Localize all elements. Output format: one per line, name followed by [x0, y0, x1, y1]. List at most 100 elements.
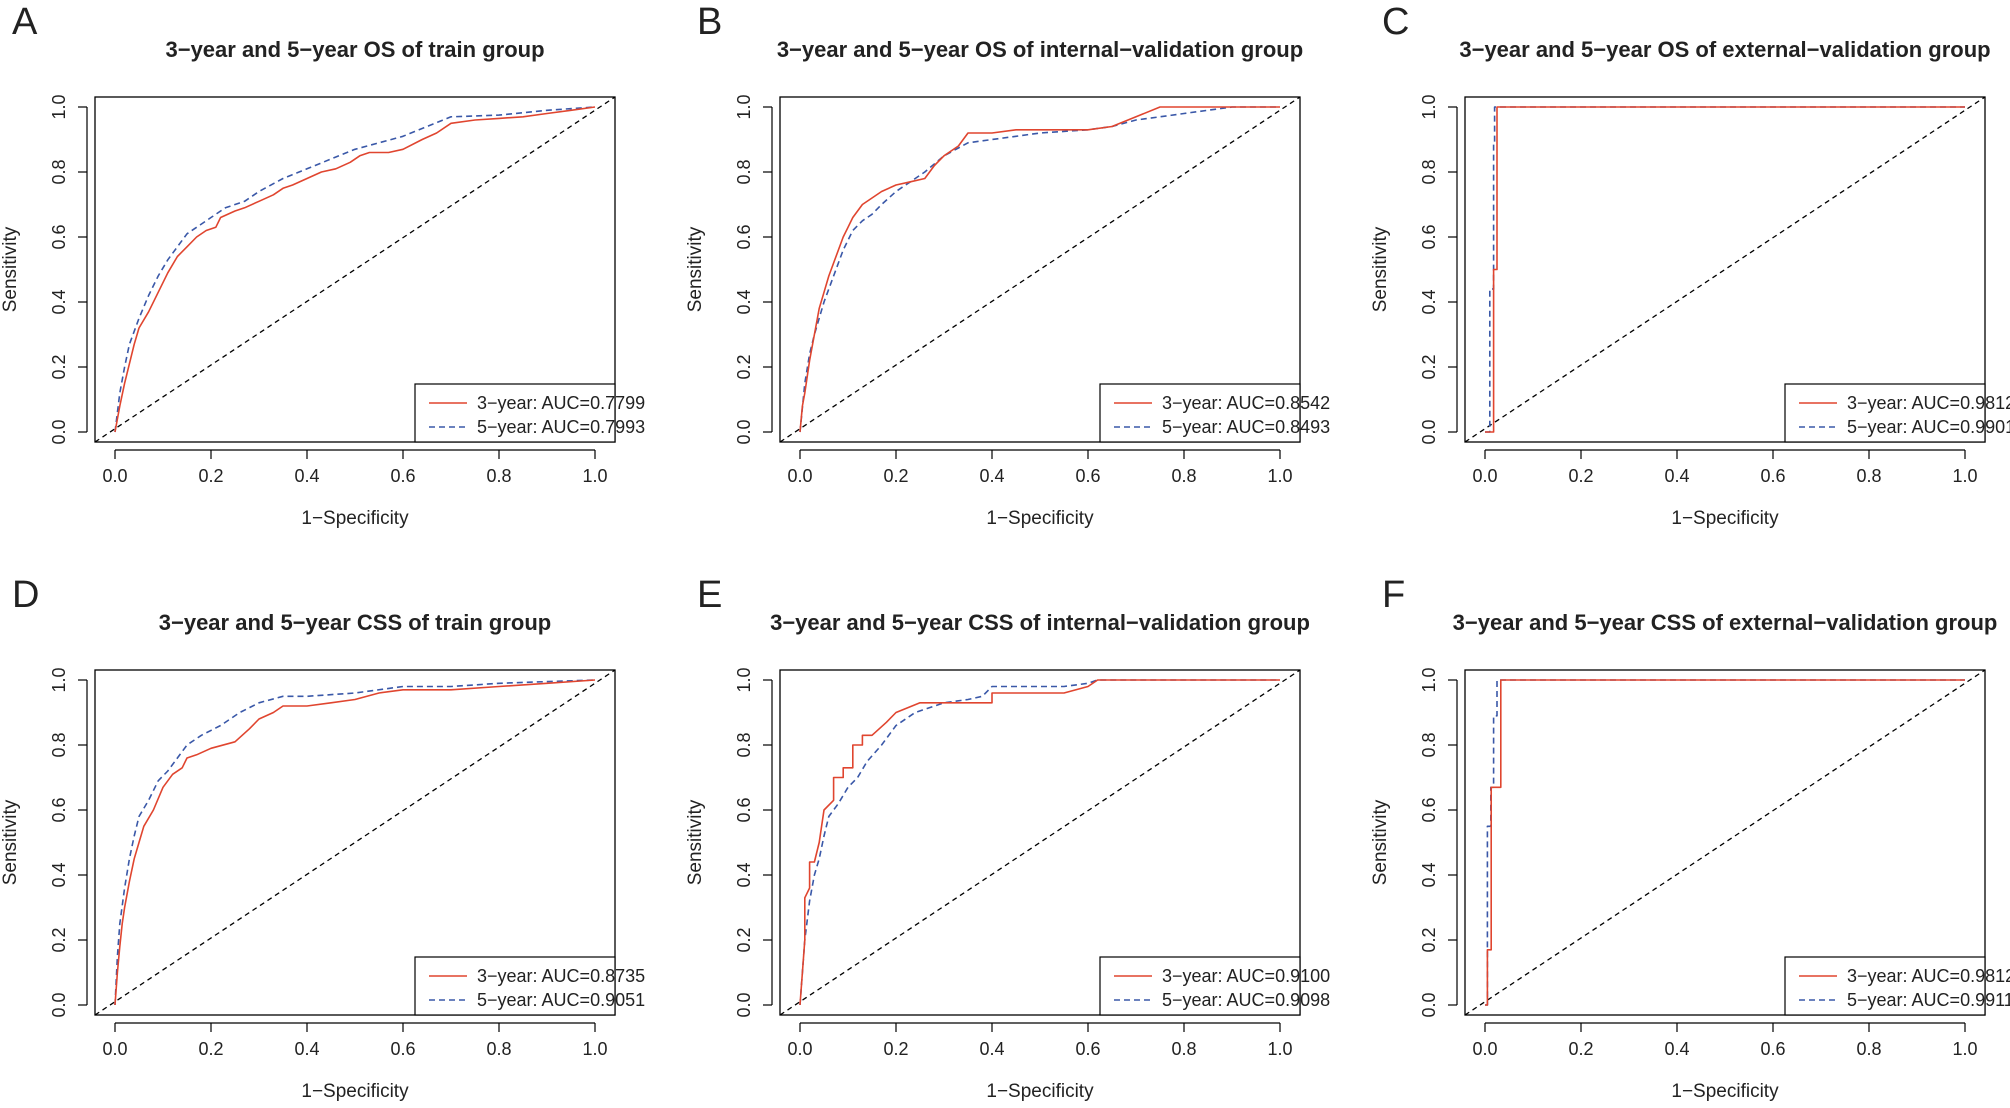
legend-entry-label: 5−year: AUC=0.9911	[1847, 990, 2010, 1010]
roc-curve-3-year	[799, 679, 1280, 1006]
y-tick-label: 0.2	[49, 927, 69, 952]
x-tick-label: 0.4	[1664, 1039, 1689, 1059]
x-tick-label: 0.0	[102, 466, 127, 486]
panel-letter-d: D	[12, 574, 39, 616]
legend-entry-label: 3−year: AUC=0.9100	[1162, 966, 1330, 986]
x-tick-label: 0.8	[1171, 1039, 1196, 1059]
roc-curve-3-year	[114, 106, 596, 433]
roc-panel-e: E 3−year and 5−year CSS of internal−valid…	[685, 574, 1330, 1102]
x-tick-label: 0.2	[1568, 1039, 1593, 1059]
roc-panel-f: F 3−year and 5−year CSS of external−valid…	[1370, 574, 2010, 1102]
legend-entry-label: 5−year: AUC=0.9901	[1847, 417, 2010, 437]
legend-entry-label: 5−year: AUC=0.9098	[1162, 990, 1330, 1010]
y-axis-label: Sensitivity	[685, 226, 706, 312]
panel-title-a: 3−year and 5−year OS of train group	[165, 37, 544, 62]
plot-area	[780, 670, 1300, 1015]
legend-box	[414, 383, 616, 443]
x-axis-label: 1−Specificity	[1671, 508, 1779, 529]
roc-curve-5-year	[1485, 679, 1965, 1006]
panel-letter-f: F	[1382, 574, 1405, 616]
y-tick-label: 0.4	[734, 862, 754, 887]
y-tick-label: 0.0	[734, 992, 754, 1017]
legend-entry-label: 3−year: AUC=0.8735	[477, 966, 645, 986]
y-tick-label: 0.6	[1419, 224, 1439, 249]
x-tick-label: 0.4	[979, 466, 1004, 486]
x-tick-label: 0.0	[102, 1039, 127, 1059]
x-tick-label: 0.2	[883, 466, 908, 486]
x-tick-label: 0.8	[1856, 466, 1881, 486]
panel-title-e: 3−year and 5−year CSS of internal−valida…	[770, 610, 1310, 635]
y-tick-label: 0.4	[1419, 862, 1439, 887]
x-tick-label: 0.2	[198, 1039, 223, 1059]
legend: 3−year: AUC=0.8542 5−year: AUC=0.8493	[1099, 383, 1330, 443]
legend: 3−year: AUC=0.9812 5−year: AUC=0.9911	[1784, 956, 2010, 1016]
plot-area	[1465, 97, 1985, 442]
y-tick-label: 0.4	[1419, 289, 1439, 314]
y-axis-label: Sensitivity	[0, 799, 21, 885]
y-tick-label: 1.0	[49, 94, 69, 119]
plot-area	[95, 670, 615, 1015]
legend: 3−year: AUC=0.9100 5−year: AUC=0.9098	[1099, 956, 1330, 1016]
roc-curve-5-year	[114, 106, 596, 433]
x-tick-label: 0.6	[1760, 466, 1785, 486]
x-tick-label: 1.0	[1267, 466, 1292, 486]
panel-title-d: 3−year and 5−year CSS of train group	[159, 610, 551, 635]
plot-area	[780, 97, 1300, 442]
x-tick-label: 1.0	[582, 1039, 607, 1059]
y-tick-label: 0.2	[1419, 354, 1439, 379]
x-axis-label: 1−Specificity	[301, 1081, 409, 1102]
x-tick-label: 0.4	[294, 1039, 319, 1059]
y-tick-label: 0.8	[734, 159, 754, 184]
x-tick-label: 1.0	[1952, 466, 1977, 486]
y-tick-label: 1.0	[49, 667, 69, 692]
roc-curve-5-year	[799, 106, 1280, 433]
panel-letter-e: E	[697, 574, 722, 616]
y-tick-label: 0.2	[734, 354, 754, 379]
x-tick-label: 0.6	[1075, 1039, 1100, 1059]
x-tick-label: 0.0	[787, 466, 812, 486]
plot-frame	[1464, 669, 1986, 1016]
y-axis-label: Sensitivity	[0, 226, 21, 312]
panel-title-f: 3−year and 5−year CSS of external−valida…	[1453, 610, 1998, 635]
x-tick-label: 0.6	[1075, 466, 1100, 486]
x-tick-label: 0.6	[1760, 1039, 1785, 1059]
y-tick-label: 1.0	[1419, 94, 1439, 119]
panel-letter-a: A	[12, 1, 38, 43]
x-tick-label: 0.8	[486, 1039, 511, 1059]
x-tick-label: 0.0	[1472, 1039, 1497, 1059]
y-tick-label: 1.0	[734, 94, 754, 119]
y-tick-label: 0.8	[49, 732, 69, 757]
y-tick-label: 0.8	[734, 732, 754, 757]
x-tick-label: 1.0	[582, 466, 607, 486]
y-tick-label: 0.6	[734, 797, 754, 822]
plot-frame	[94, 96, 616, 443]
panel-title-b: 3−year and 5−year OS of internal−validat…	[777, 37, 1303, 62]
x-tick-label: 0.8	[1171, 466, 1196, 486]
roc-curve-5-year	[799, 679, 1280, 1006]
legend-box	[1784, 383, 1986, 443]
y-axis-label: Sensitivity	[1370, 799, 1391, 885]
legend-entry-label: 5−year: AUC=0.7993	[477, 417, 645, 437]
x-tick-label: 0.2	[883, 1039, 908, 1059]
plot-frame	[779, 96, 1301, 443]
panel-letter-c: C	[1382, 1, 1409, 43]
legend-entry-label: 3−year: AUC=0.9812	[1847, 393, 2010, 413]
x-tick-label: 0.0	[787, 1039, 812, 1059]
legend-entry-label: 5−year: AUC=0.8493	[1162, 417, 1330, 437]
roc-curve-3-year	[1485, 679, 1965, 1006]
roc-panel-d: D 3−year and 5−year CSS of train group 0.0…	[0, 574, 645, 1102]
roc-panel-a: A 3−year and 5−year OS of train group 0.0 0…	[0, 1, 645, 529]
roc-curve-3-year	[799, 106, 1280, 433]
y-tick-label: 0.4	[49, 862, 69, 887]
x-tick-label: 1.0	[1952, 1039, 1977, 1059]
legend-box	[414, 956, 616, 1016]
roc-curve-3-year	[1485, 106, 1965, 433]
legend: 3−year: AUC=0.8735 5−year: AUC=0.9051	[414, 956, 645, 1016]
legend-box	[1099, 383, 1301, 443]
x-axis-label: 1−Specificity	[1671, 1081, 1779, 1102]
x-tick-label: 0.8	[1856, 1039, 1881, 1059]
roc-curve-3-year	[114, 679, 596, 1006]
legend-entry-label: 3−year: AUC=0.8542	[1162, 393, 1330, 413]
x-tick-label: 0.8	[486, 466, 511, 486]
